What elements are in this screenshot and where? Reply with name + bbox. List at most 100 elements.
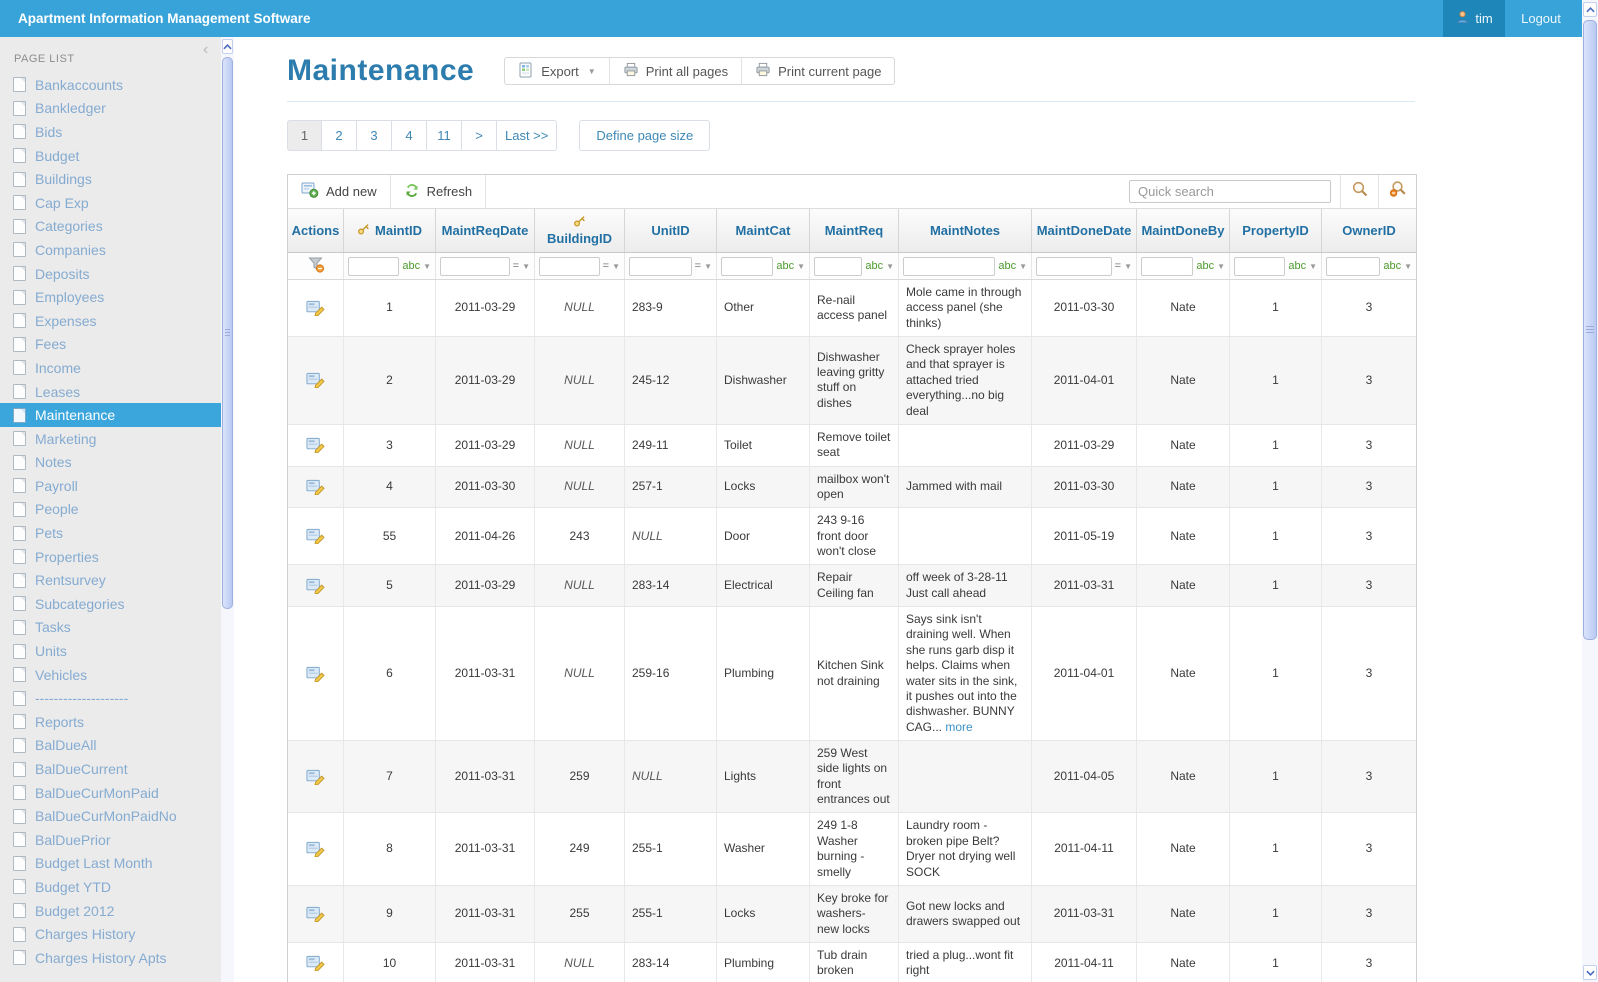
column-header-maintcat[interactable]: MaintCat: [716, 209, 809, 252]
sidebar-item-subcategories[interactable]: Subcategories: [0, 592, 221, 616]
sidebar-scrollbar-thumb[interactable]: [222, 57, 233, 609]
sidebar-item-charges-history[interactable]: Charges History: [0, 922, 221, 946]
last-page-button[interactable]: Last >>: [497, 120, 558, 151]
page-scrollbar-thumb[interactable]: [1583, 20, 1597, 640]
filter-type-dropdown-unitid[interactable]: = ▼: [695, 260, 712, 272]
sidebar-item-baldueall[interactable]: BalDueAll: [0, 734, 221, 758]
sidebar-item-balduecurmonpaidno[interactable]: BalDueCurMonPaidNo: [0, 804, 221, 828]
column-header-maintreqdate[interactable]: MaintReqDate: [435, 209, 534, 252]
sidebar-item-companies[interactable]: Companies: [0, 238, 221, 262]
sidebar-item-budget-2012[interactable]: Budget 2012: [0, 899, 221, 923]
add-new-button[interactable]: Add new: [288, 175, 391, 208]
sidebar-item-fees[interactable]: Fees: [0, 333, 221, 357]
edit-row-button[interactable]: [306, 955, 325, 972]
scroll-up-icon[interactable]: [222, 39, 233, 54]
sidebar-collapse-icon[interactable]: ‹: [203, 41, 209, 58]
sidebar-item-categories[interactable]: Categories: [0, 215, 221, 239]
filter-type-dropdown-maintid[interactable]: abc ▼: [402, 260, 431, 272]
filter-input-maintreqdate[interactable]: [440, 256, 510, 276]
edit-row-button[interactable]: [306, 841, 325, 858]
filter-input-maintreq[interactable]: [814, 256, 863, 276]
sidebar-item-marketing[interactable]: Marketing: [0, 427, 221, 451]
sidebar-item-budget-ytd[interactable]: Budget YTD: [0, 875, 221, 899]
sidebar-item-people[interactable]: People: [0, 498, 221, 522]
sidebar-item-income[interactable]: Income: [0, 356, 221, 380]
sidebar-item-bankaccounts[interactable]: Bankaccounts: [0, 73, 221, 97]
sidebar-item-expenses[interactable]: Expenses: [0, 309, 221, 333]
sidebar-item-deposits[interactable]: Deposits: [0, 262, 221, 286]
filter-type-dropdown-propertyid[interactable]: abc ▼: [1288, 260, 1317, 272]
sidebar-item-employees[interactable]: Employees: [0, 285, 221, 309]
export-button[interactable]: Export ▼: [505, 58, 609, 84]
clear-search-button[interactable]: [1378, 175, 1416, 208]
column-header-ownerid[interactable]: OwnerID: [1321, 209, 1416, 252]
filter-input-maintid[interactable]: [348, 256, 400, 276]
edit-row-button[interactable]: [306, 372, 325, 389]
sidebar-item-units[interactable]: Units: [0, 639, 221, 663]
filter-type-dropdown-maintreq[interactable]: abc ▼: [865, 260, 894, 272]
sidebar-item-pets[interactable]: Pets: [0, 521, 221, 545]
filter-type-dropdown-maintdoneby[interactable]: abc ▼: [1196, 260, 1225, 272]
filter-input-maintdonedate[interactable]: [1036, 256, 1112, 276]
sidebar-item-vehicles[interactable]: Vehicles: [0, 663, 221, 687]
quick-search-input[interactable]: [1129, 180, 1331, 203]
edit-row-button[interactable]: [306, 479, 325, 495]
sidebar-item-payroll[interactable]: Payroll: [0, 474, 221, 498]
sidebar-item-divider[interactable]: --------------------: [0, 686, 221, 710]
sidebar-item-leases[interactable]: Leases: [0, 380, 221, 404]
edit-row-button[interactable]: [306, 906, 325, 922]
column-header-maintdoneby[interactable]: MaintDoneBy: [1136, 209, 1229, 252]
more-link[interactable]: more: [942, 719, 973, 734]
sidebar-item-balduecurmonpaid[interactable]: BalDueCurMonPaid: [0, 781, 221, 805]
sidebar-item-balduecurrent[interactable]: BalDueCurrent: [0, 757, 221, 781]
filter-input-propertyid[interactable]: [1234, 256, 1286, 276]
sidebar-item-bids[interactable]: Bids: [0, 120, 221, 144]
scroll-down-icon[interactable]: [1583, 965, 1597, 980]
page-button-1[interactable]: 1: [287, 120, 322, 151]
filter-input-buildingid[interactable]: [539, 256, 600, 276]
edit-row-button[interactable]: [306, 300, 325, 317]
column-header-buildingid[interactable]: BuildingID: [534, 209, 624, 252]
filter-input-maintdoneby[interactable]: [1141, 256, 1194, 276]
user-menu[interactable]: tim: [1443, 0, 1505, 37]
next-page-button[interactable]: >: [462, 120, 497, 151]
print-current-page-button[interactable]: Print current page: [741, 58, 894, 84]
sidebar-item-rentsurvey[interactable]: Rentsurvey: [0, 568, 221, 592]
sidebar-item-maintenance[interactable]: Maintenance: [0, 403, 221, 427]
filter-type-dropdown-maintdonedate[interactable]: = ▼: [1115, 260, 1132, 272]
page-button-11[interactable]: 11: [427, 120, 462, 151]
page-button-3[interactable]: 3: [357, 120, 392, 151]
column-header-maintdonedate[interactable]: MaintDoneDate: [1031, 209, 1136, 252]
sidebar-item-charges-history-apts[interactable]: Charges History Apts: [0, 946, 221, 970]
filter-funnel-icon[interactable]: [307, 255, 325, 278]
filter-type-dropdown-ownerid[interactable]: abc ▼: [1383, 260, 1412, 272]
filter-type-dropdown-maintcat[interactable]: abc ▼: [776, 260, 805, 272]
page-button-4[interactable]: 4: [392, 120, 427, 151]
column-header-maintid[interactable]: MaintID: [343, 209, 435, 252]
sidebar-item-reports[interactable]: Reports: [0, 710, 221, 734]
sidebar-scrollbar[interactable]: [221, 37, 234, 982]
filter-input-ownerid[interactable]: [1326, 256, 1381, 276]
sidebar-item-cap-exp[interactable]: Cap Exp: [0, 191, 221, 215]
edit-row-button[interactable]: [306, 578, 325, 594]
logout-button[interactable]: Logout: [1521, 11, 1561, 26]
scroll-up-icon[interactable]: [1583, 2, 1597, 17]
filter-type-dropdown-maintreqdate[interactable]: = ▼: [513, 260, 530, 272]
sidebar-item-budget-last-month[interactable]: Budget Last Month: [0, 852, 221, 876]
define-page-size-button[interactable]: Define page size: [579, 120, 711, 151]
sidebar-item-notes[interactable]: Notes: [0, 451, 221, 475]
page-button-2[interactable]: 2: [322, 120, 357, 151]
column-header-maintnotes[interactable]: MaintNotes: [898, 209, 1031, 252]
sidebar-item-buildings[interactable]: Buildings: [0, 167, 221, 191]
sidebar-item-tasks[interactable]: Tasks: [0, 616, 221, 640]
filter-type-dropdown-buildingid[interactable]: = ▼: [603, 260, 620, 272]
column-header-propertyid[interactable]: PropertyID: [1229, 209, 1321, 252]
column-header-actions[interactable]: Actions: [288, 209, 343, 252]
filter-input-maintnotes[interactable]: [903, 256, 996, 276]
search-button[interactable]: [1340, 175, 1378, 208]
edit-row-button[interactable]: [306, 437, 325, 454]
filter-input-unitid[interactable]: [629, 256, 692, 276]
sidebar-item-baldueprior[interactable]: BalDuePrior: [0, 828, 221, 852]
refresh-button[interactable]: Refresh: [391, 175, 487, 208]
column-header-maintreq[interactable]: MaintReq: [809, 209, 898, 252]
